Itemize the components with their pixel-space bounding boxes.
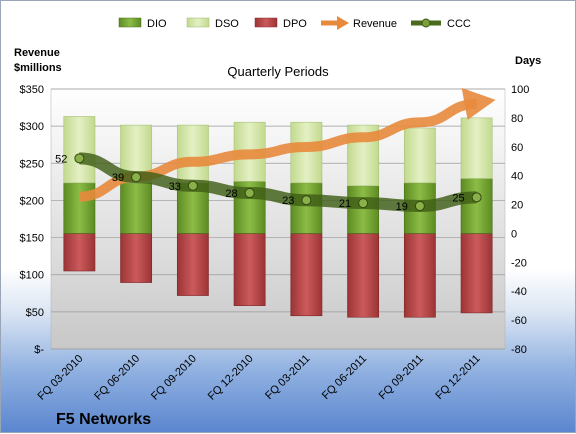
right-axis-title: Days [515,55,541,67]
bar-dpo [233,233,266,306]
x-tick-label: FQ 12-2011 [433,353,482,402]
ccc-data-label: 52 [55,153,67,165]
legend-swatch-dpo [254,17,278,28]
bar-dso [176,124,209,184]
x-tick-label: FQ 03-2010 [36,353,86,403]
bar-dpo [176,233,209,296]
bar-dio [290,182,323,234]
left-tick-label: $- [34,344,44,356]
ccc-point [244,188,255,198]
left-tick-label: $100 [20,270,44,282]
bar-dpo [63,233,96,272]
left-tick-label: $200 [20,195,44,207]
bar-dpo [460,233,493,314]
legend-label-revenue: Revenue [353,18,397,30]
bar-dso [403,127,436,184]
legend-label-ccc: CCC [447,18,471,30]
left-tick-label: $300 [20,121,44,133]
ccc-data-label: 33 [169,181,181,193]
left-tick-label: $50 [26,307,44,319]
ccc-data-label: 21 [339,198,351,210]
legend: DIO DSO DPO Revenue CCC [118,16,471,30]
bar-dio [460,178,493,234]
x-tick-label: FQ 09-2011 [377,353,426,402]
right-tick-label: -60 [511,315,527,327]
x-tick-label: FQ 06-2010 [92,353,142,403]
right-tick-label: -80 [511,344,527,356]
bar-dso [460,117,493,179]
ccc-point [471,192,482,203]
legend-label-dpo: DPO [283,18,307,30]
right-tick-label: 60 [511,142,523,154]
right-tick-label: 80 [511,113,523,125]
left-axis-title-line2: $millions [14,62,62,74]
bar-dpo [290,233,323,317]
legend-swatch-ccc [411,18,441,28]
left-tick-label: $350 [20,84,44,96]
ccc-point [74,153,85,164]
bar-dio [347,185,380,234]
ccc-point [131,172,142,183]
bar-dio [120,182,153,234]
revenue-arrowhead [461,87,496,120]
left-tick-label: $250 [20,158,44,170]
legend-label-dio: DIO [147,18,167,30]
legend-swatch-revenue [321,16,349,30]
bar-dpo [403,233,436,318]
right-tick-label: 20 [511,200,523,212]
x-tick-label: FQ 12-2010 [206,353,256,403]
left-axis-title-line1: Revenue [14,47,60,59]
ccc-point [358,198,369,209]
ccc-point [414,201,425,211]
right-tick-label: 100 [511,84,529,96]
ccc-series: 52 39 33 28 23 21 19 25 [55,152,482,213]
bar-dpo [120,233,153,283]
chart-subtitle: Quarterly Periods [227,64,329,79]
x-tick-label: FQ 03-2011 [263,353,312,402]
company-name: F5 Networks [56,411,151,428]
ccc-data-label: 25 [452,192,464,204]
right-axis-ticks: -80 -60 -40 -20 0 20 40 60 80 100 [511,84,529,356]
right-tick-label: -40 [511,286,527,298]
right-tick-label: 40 [511,171,523,183]
ccc-data-label: 28 [225,188,237,200]
right-tick-label: 0 [511,228,517,240]
ccc-point [187,180,198,191]
x-axis-ticks: FQ 03-2010 FQ 06-2010 FQ 09-2010 FQ 12-2010… [36,353,483,403]
left-axis-ticks: $- $50 $100 $150 $200 $250 $300 $350 [20,84,45,356]
plot-area [50,88,506,350]
ccc-point [301,195,312,206]
x-tick-label: FQ 06-2011 [320,353,369,402]
ccc-data-label: 19 [396,201,408,213]
ccc-data-label: 23 [282,195,294,207]
x-tick-label: FQ 09-2010 [149,353,199,403]
bar-dso [290,121,323,184]
bar-dpo [347,233,380,318]
ccc-data-label: 39 [112,172,124,184]
bar-dso [63,116,96,184]
legend-label-dso: DSO [215,18,239,30]
legend-swatch-dio [118,17,142,28]
right-tick-label: -20 [511,257,527,269]
left-tick-label: $150 [20,233,44,245]
legend-swatch-dso [186,17,210,28]
